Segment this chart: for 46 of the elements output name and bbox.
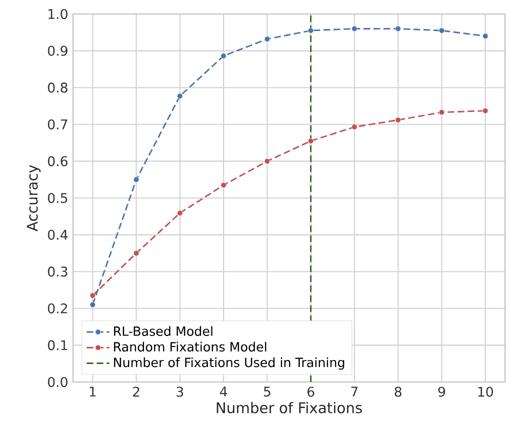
point [177, 93, 183, 99]
point [438, 109, 445, 116]
x-tick-label: 4 [220, 386, 228, 396]
y-tick-label: 0.4 [48, 230, 68, 240]
y-axis-title: Accuracy [26, 164, 41, 232]
y-tick-label: 0.6 [48, 156, 68, 166]
point [220, 182, 226, 188]
point [482, 33, 488, 39]
x-tick-label: 9 [438, 386, 446, 397]
point [308, 138, 314, 144]
y-tick-label: 1.0 [48, 8, 68, 20]
y-tick-label: 0.1 [48, 340, 68, 350]
point [90, 292, 96, 298]
point [395, 26, 401, 32]
point [90, 302, 96, 308]
x-tick-label: 3 [176, 386, 184, 397]
point [395, 117, 401, 123]
point [482, 108, 488, 114]
x-tick-label: 6 [308, 386, 314, 397]
x-tick-label: 7 [351, 386, 358, 396]
point [352, 124, 358, 130]
legend-label: RL-Based Model [114, 326, 212, 336]
point [133, 250, 140, 256]
point [133, 176, 140, 182]
y-tick-label: 0.2 [48, 303, 67, 314]
point [264, 36, 270, 42]
x-axis-title: Number of Fixations [216, 402, 362, 414]
y-tick-label: 0.8 [48, 82, 68, 93]
y-tick-label: 0.9 [48, 46, 68, 56]
point [438, 28, 445, 34]
point [308, 28, 314, 34]
y-tick-label: 0.3 [48, 266, 68, 277]
x-tick-label: 8 [394, 386, 402, 397]
x-tick-label: 2 [133, 386, 140, 397]
point [177, 210, 183, 216]
y-tick-label: 0.7 [48, 119, 68, 130]
y-tick-label: 0.5 [48, 192, 68, 204]
x-tick-label: 5 [264, 386, 270, 397]
x-tick-label: 10 [478, 386, 493, 397]
ref-line-label: Number of Fixations Used in Training [114, 357, 344, 370]
point [352, 26, 358, 32]
y-tick-label: 0.0 [48, 376, 68, 388]
point [264, 158, 270, 164]
x-tick-label: 1 [90, 386, 96, 396]
point [220, 53, 226, 59]
legend-label: Random Fixations Model [114, 342, 266, 352]
